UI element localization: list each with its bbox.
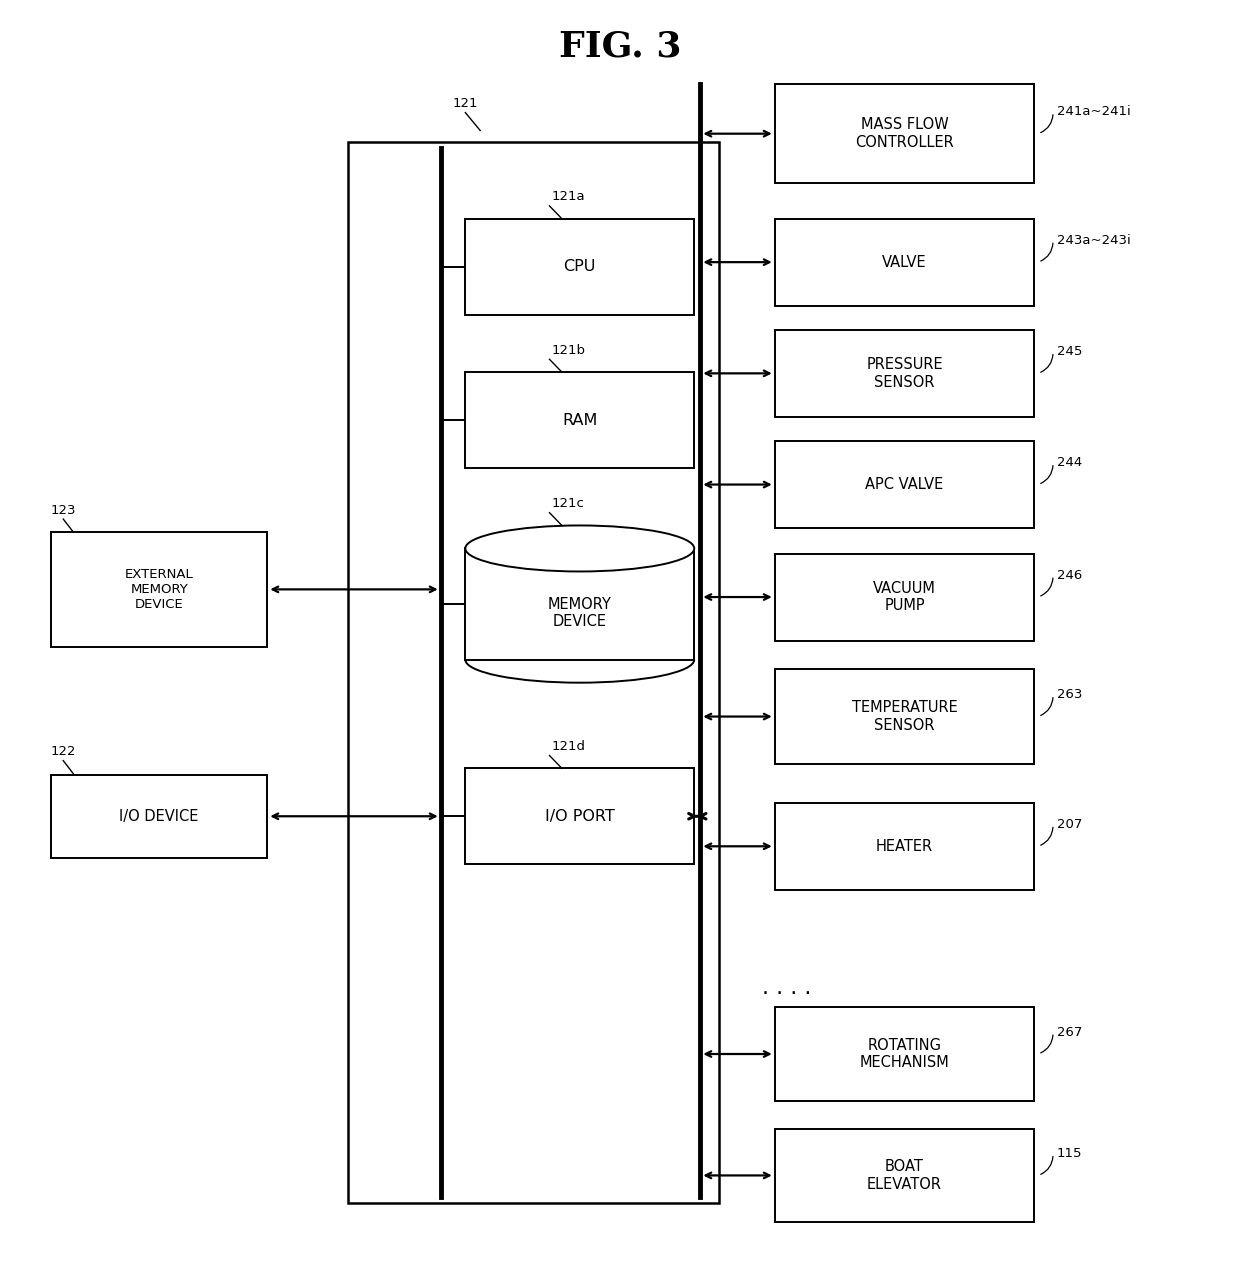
Text: 263: 263 bbox=[1056, 688, 1083, 701]
Text: 121b: 121b bbox=[552, 343, 587, 356]
Bar bbox=[775, 219, 1034, 306]
Text: MASS FLOW
CONTROLLER: MASS FLOW CONTROLLER bbox=[856, 118, 954, 150]
Text: 243a~243i: 243a~243i bbox=[1056, 234, 1131, 247]
Bar bbox=[51, 532, 268, 647]
Bar bbox=[465, 371, 694, 468]
Text: 123: 123 bbox=[51, 503, 77, 516]
Text: 115: 115 bbox=[1056, 1146, 1083, 1161]
Text: 122: 122 bbox=[51, 746, 77, 758]
Text: 241a~241i: 241a~241i bbox=[1056, 105, 1131, 118]
Bar bbox=[775, 85, 1034, 183]
Text: PRESSURE
SENSOR: PRESSURE SENSOR bbox=[867, 357, 942, 389]
Bar bbox=[465, 219, 694, 315]
Bar bbox=[347, 142, 719, 1203]
Text: BOAT
ELEVATOR: BOAT ELEVATOR bbox=[867, 1159, 942, 1191]
Text: TEMPERATURE
SENSOR: TEMPERATURE SENSOR bbox=[852, 701, 957, 733]
Text: EXTERNAL
MEMORY
DEVICE: EXTERNAL MEMORY DEVICE bbox=[125, 567, 193, 611]
Text: APC VALVE: APC VALVE bbox=[866, 477, 944, 492]
Text: HEATER: HEATER bbox=[875, 839, 934, 854]
Bar bbox=[775, 803, 1034, 890]
Text: 121c: 121c bbox=[552, 497, 585, 510]
Text: 121a: 121a bbox=[552, 191, 585, 204]
Text: MEMORY
DEVICE: MEMORY DEVICE bbox=[548, 597, 611, 629]
Text: I/O PORT: I/O PORT bbox=[544, 808, 615, 824]
Bar bbox=[775, 1007, 1034, 1100]
Text: . . . .: . . . . bbox=[763, 979, 812, 998]
Bar bbox=[775, 669, 1034, 765]
Bar bbox=[775, 1129, 1034, 1222]
Text: 121: 121 bbox=[453, 97, 479, 110]
Text: 267: 267 bbox=[1056, 1026, 1083, 1039]
Bar bbox=[775, 441, 1034, 528]
Bar bbox=[775, 553, 1034, 640]
Bar bbox=[465, 548, 694, 660]
Text: VACUUM
PUMP: VACUUM PUMP bbox=[873, 580, 936, 614]
Text: 244: 244 bbox=[1056, 456, 1083, 469]
Text: ROTATING
MECHANISM: ROTATING MECHANISM bbox=[859, 1038, 950, 1070]
Bar bbox=[465, 769, 694, 865]
Bar bbox=[51, 775, 268, 858]
Text: 246: 246 bbox=[1056, 569, 1083, 582]
Text: VALVE: VALVE bbox=[882, 255, 926, 269]
Text: 207: 207 bbox=[1056, 819, 1083, 831]
Text: 245: 245 bbox=[1056, 345, 1083, 357]
Ellipse shape bbox=[465, 525, 694, 571]
Text: CPU: CPU bbox=[564, 259, 596, 274]
Text: 121d: 121d bbox=[552, 740, 587, 753]
Text: FIG. 3: FIG. 3 bbox=[559, 29, 681, 63]
Bar bbox=[775, 330, 1034, 416]
Text: RAM: RAM bbox=[562, 412, 598, 428]
Text: I/O DEVICE: I/O DEVICE bbox=[119, 808, 198, 824]
